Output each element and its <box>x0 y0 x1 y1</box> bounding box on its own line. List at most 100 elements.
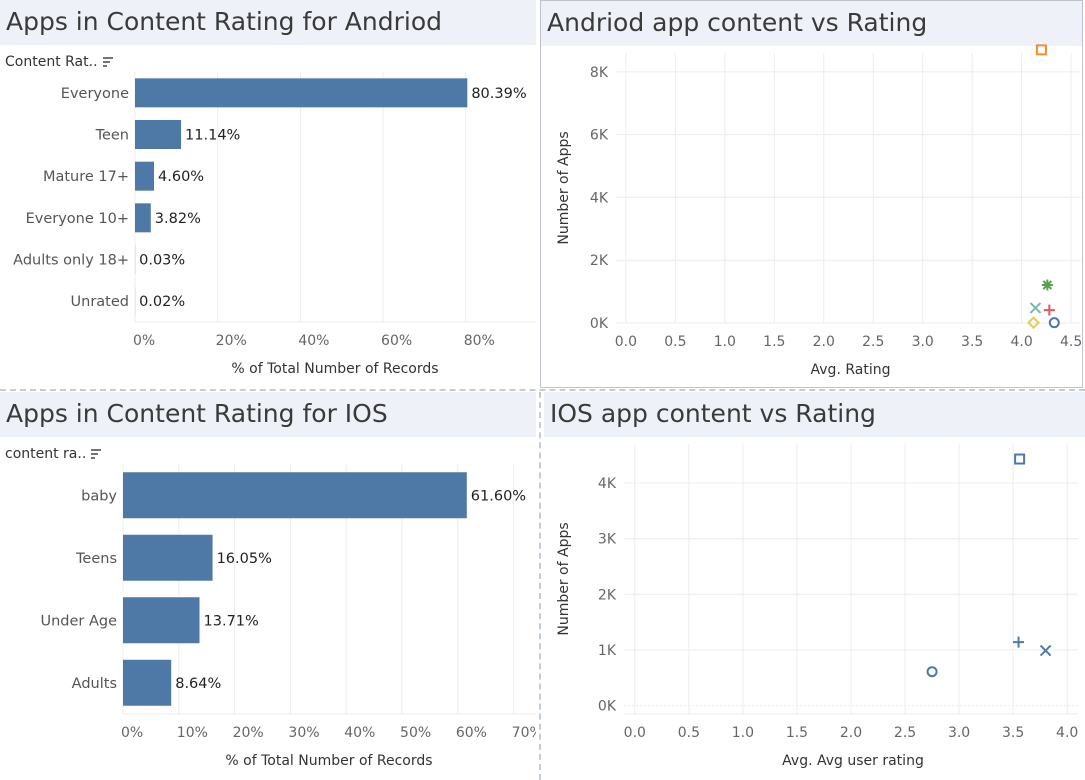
data-label: 3.82% <box>155 211 201 227</box>
bar <box>123 659 172 706</box>
x-axis-title: Avg. Avg user rating <box>782 753 924 769</box>
data-point-asterisk <box>1041 279 1053 291</box>
ios-bar-title: Apps in Content Rating for IOS <box>0 392 536 437</box>
x-tick-label: 1.5 <box>763 334 785 350</box>
x-tick-label: 2.5 <box>894 725 916 741</box>
x-tick-label: 3.5 <box>1002 725 1024 741</box>
category-label: Everyone 10+ <box>26 211 129 227</box>
bar <box>135 120 182 149</box>
x-axis-title: % of Total Number of Records <box>231 361 438 377</box>
x-tick-label: 0.5 <box>678 725 700 741</box>
bar <box>123 597 200 644</box>
category-label: baby <box>81 488 117 504</box>
x-tick-label: 10% <box>177 725 208 741</box>
data-point-square <box>1014 453 1026 465</box>
y-tick-label: 3K <box>598 532 617 548</box>
x-tick-label: 80% <box>464 333 495 349</box>
x-tick-label: 0.0 <box>624 725 646 741</box>
x-tick-label: 4.0 <box>1056 725 1078 741</box>
data-point-circle <box>1048 317 1060 329</box>
x-axis-title: Avg. Rating <box>811 362 891 378</box>
data-label: 61.60% <box>471 488 526 504</box>
android-bar-column-header[interactable]: Content Rat.. <box>5 54 98 70</box>
x-tick-label: 2.0 <box>813 334 835 350</box>
x-tick-label: 4.0 <box>1011 334 1033 350</box>
android-scatter-chart: 0.0 0.5 1.0 1.5 2.0 2.5 3.0 3.5 4.0 4.5 0K 2K 4K 6K 8K… <box>556 44 1082 378</box>
y-tick-label: 8K <box>590 65 609 81</box>
x-tick-label: 40% <box>298 333 329 349</box>
category-label: Mature 17+ <box>43 169 129 185</box>
ios-scatter-chart: 0.0 0.5 1.0 1.5 2.0 2.5 3.0 3.5 4.0 0K 1K 2K 3K 4K Avg… <box>556 444 1078 769</box>
ios-bar-panel: Apps in Content Rating for IOS content r… <box>0 392 536 780</box>
category-label: Unrated <box>71 294 129 310</box>
category-label: Teen <box>95 128 129 144</box>
data-label: 0.02% <box>139 294 185 310</box>
android-bar-panel: Apps in Content Rating for Andriod Conte… <box>0 0 536 385</box>
data-point-diamond <box>1027 316 1040 330</box>
y-tick-label: 2K <box>590 253 609 269</box>
category-label: Under Age <box>40 613 117 629</box>
y-tick-label: 4K <box>590 190 609 206</box>
sort-icon[interactable] <box>103 57 113 67</box>
data-label: 16.05% <box>217 551 272 567</box>
android-bar-title: Apps in Content Rating for Andriod <box>0 0 536 45</box>
ios-bar-chart: content ra.. 0% 10% 20% 30% 40% 50% 60% 70% baby… <box>5 446 536 769</box>
x-tick-label: 2.5 <box>862 334 884 350</box>
sort-icon[interactable] <box>91 449 101 459</box>
x-tick-label: 60% <box>381 333 412 349</box>
x-axis-title: % of Total Number of Records <box>225 753 432 769</box>
data-label: 0.03% <box>139 253 185 269</box>
x-tick-label: 0.0 <box>615 334 637 350</box>
bar <box>123 534 213 581</box>
data-point-plus <box>1013 636 1025 648</box>
ios-bar-column-header[interactable]: content ra.. <box>5 446 86 462</box>
x-tick-label: 3.0 <box>912 334 934 350</box>
category-label: Everyone <box>61 86 129 102</box>
y-axis-title: Number of Apps <box>556 522 572 635</box>
ios-scatter-panel: IOS app content vs Rating 0.0 0.5 1.0 1.5 2.… <box>544 392 1085 780</box>
android-scatter-panel: Andriod app content vs Rating 0.0 0.5 1.0 1… <box>540 0 1083 388</box>
data-point-square <box>1035 44 1047 56</box>
x-tick-label: 1.5 <box>786 725 808 741</box>
data-label: 13.71% <box>204 613 259 629</box>
data-label: 4.60% <box>158 169 204 185</box>
android-scatter-title: Andriod app content vs Rating <box>541 1 1082 46</box>
x-tick-label: 70% <box>512 725 536 741</box>
x-tick-label: 3.5 <box>961 334 983 350</box>
y-tick-label: 6K <box>590 128 609 144</box>
x-tick-label: 40% <box>344 725 375 741</box>
y-tick-label: 1K <box>598 643 617 659</box>
data-point-circle <box>926 666 938 678</box>
data-label: 8.64% <box>175 676 221 692</box>
android-bar-chart: Content Rat.. 0% 20% 40% 60% 80% Everyone 80.3… <box>5 54 536 377</box>
category-label: Adults <box>72 676 117 692</box>
x-tick-label: 20% <box>233 725 264 741</box>
data-label: 11.14% <box>185 128 240 144</box>
x-tick-label: 2.0 <box>840 725 862 741</box>
y-tick-label: 2K <box>598 587 617 603</box>
vertical-divider <box>539 392 541 780</box>
x-tick-label: 0% <box>121 725 143 741</box>
data-point-x <box>1029 302 1042 314</box>
y-tick-label: 0K <box>598 699 617 715</box>
x-tick-label: 50% <box>400 725 431 741</box>
category-label: Teens <box>75 551 117 567</box>
x-tick-label: 30% <box>288 725 319 741</box>
x-tick-label: 20% <box>216 333 247 349</box>
bar <box>135 78 468 108</box>
bar <box>135 161 155 191</box>
x-tick-label: 1.0 <box>714 334 736 350</box>
horizontal-divider <box>0 389 1085 391</box>
data-label: 80.39% <box>471 86 526 102</box>
x-tick-label: 4.5 <box>1060 334 1082 350</box>
x-tick-label: 0% <box>133 333 155 349</box>
y-tick-label: 4K <box>598 476 617 492</box>
category-label: Adults only 18+ <box>13 253 129 269</box>
y-axis-title: Number of Apps <box>556 131 572 244</box>
x-tick-label: 0.5 <box>664 334 686 350</box>
ios-scatter-title: IOS app content vs Rating <box>544 392 1085 437</box>
bar <box>123 472 467 519</box>
data-point-plus <box>1043 304 1055 316</box>
x-tick-label: 1.0 <box>732 725 754 741</box>
y-tick-label: 0K <box>590 316 609 332</box>
